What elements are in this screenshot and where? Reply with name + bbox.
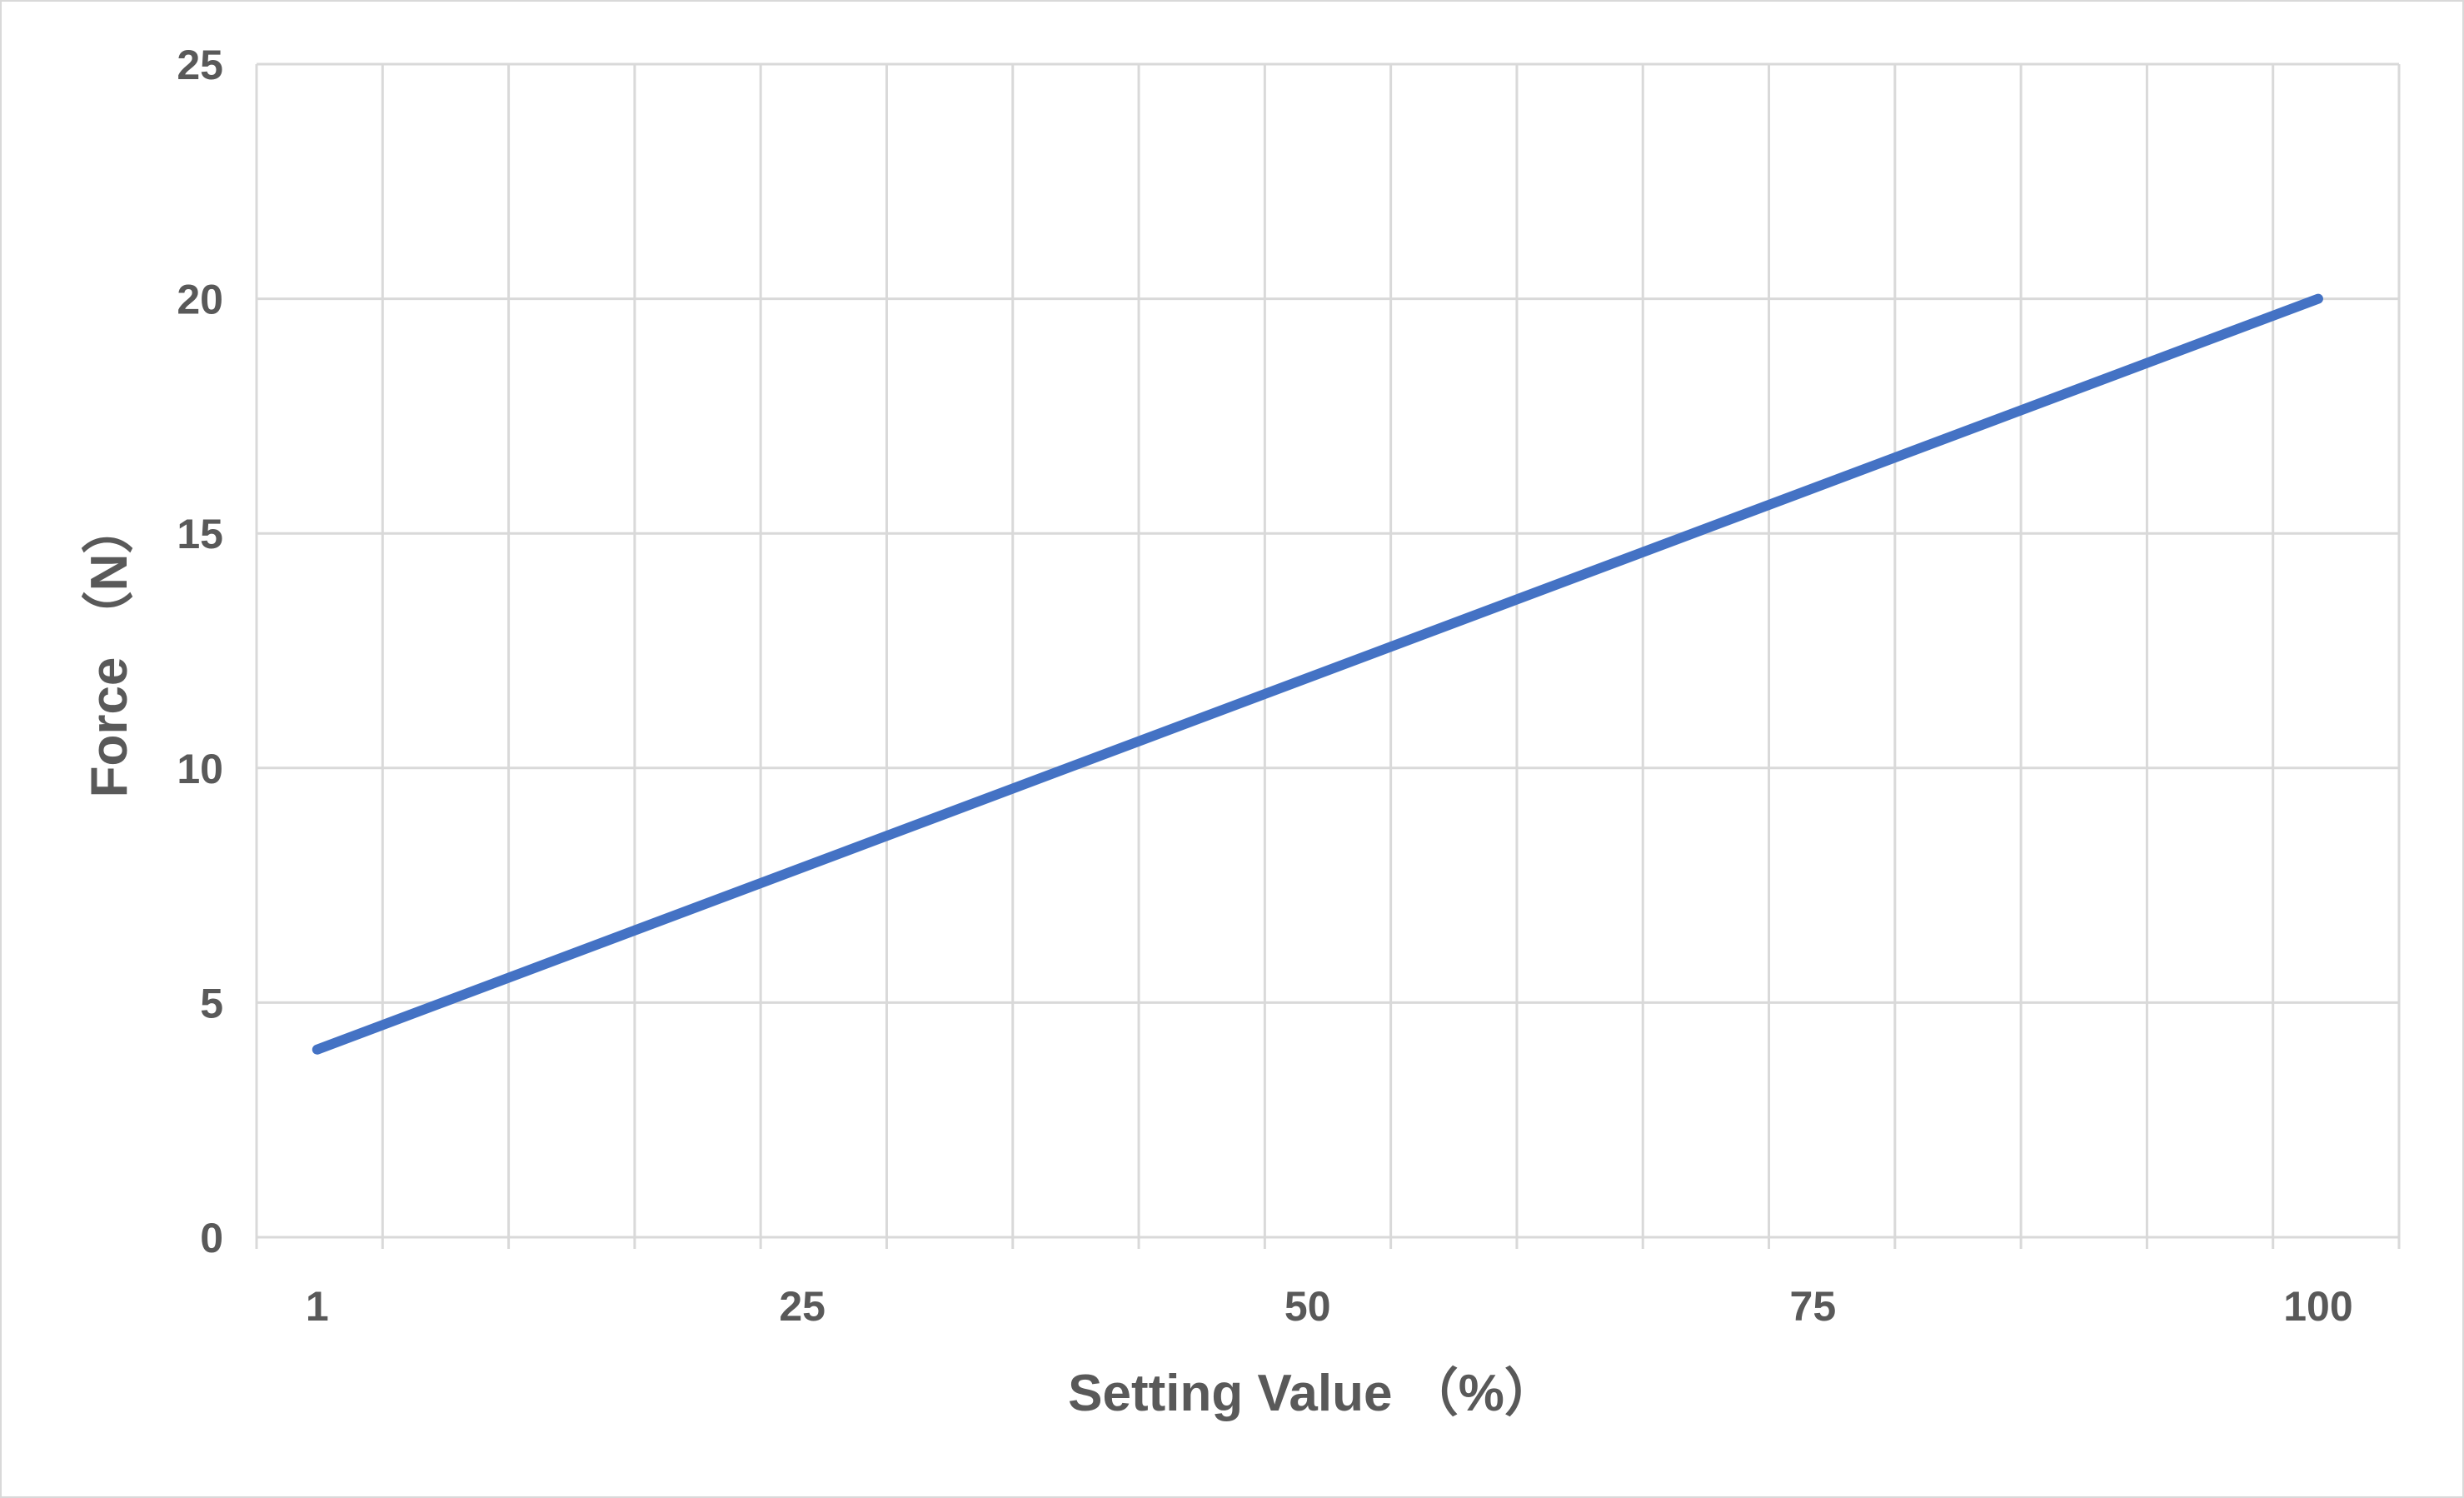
y-axis-ticks: 0 5 10 15 20 25 xyxy=(177,42,223,1261)
y-tick-label: 0 xyxy=(200,1215,223,1261)
x-tick-label: 75 xyxy=(1790,1283,1837,1330)
y-tick-label: 25 xyxy=(177,42,223,88)
x-tick-label: 25 xyxy=(779,1283,825,1330)
y-tick-label: 15 xyxy=(177,511,223,557)
y-tick-label: 20 xyxy=(177,277,223,323)
vertical-gridlines xyxy=(255,64,2401,1249)
horizontal-gridlines xyxy=(257,62,2399,1239)
y-tick-label: 5 xyxy=(200,980,223,1026)
series-layer xyxy=(312,293,2323,1055)
x-tick-label: 50 xyxy=(1284,1283,1331,1330)
x-tick-label: 1 xyxy=(306,1283,329,1330)
y-tick-label: 10 xyxy=(177,746,223,792)
x-axis-title: Setting Value （%） xyxy=(1068,1364,1556,1422)
series-line xyxy=(312,293,2323,1055)
x-tick-label: 100 xyxy=(2283,1283,2352,1330)
x-axis-ticks: 1 25 50 75 100 xyxy=(306,1283,2353,1330)
y-axis-title: Force （N） xyxy=(80,502,138,798)
